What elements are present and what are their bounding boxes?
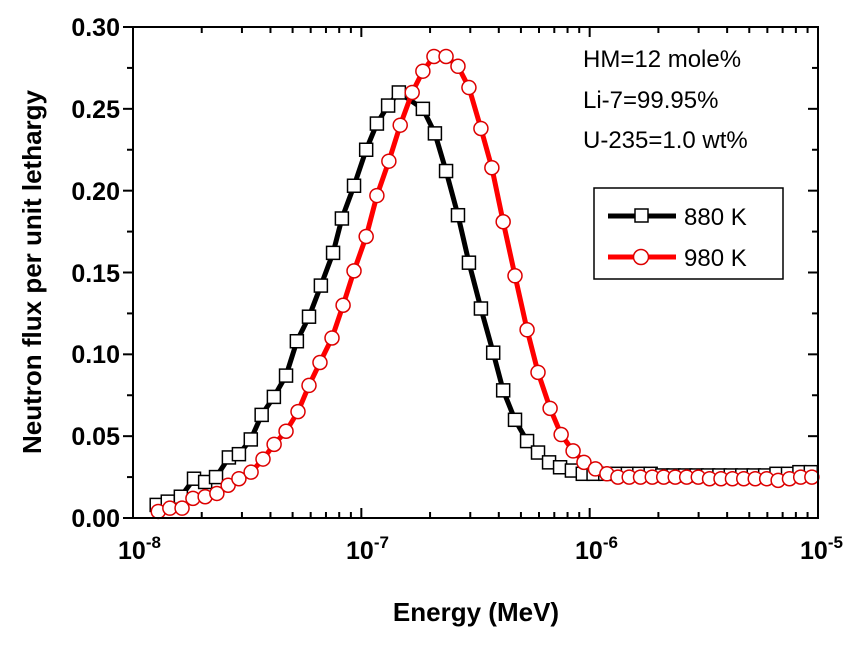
legend-label-880: 880 K [684,204,747,231]
data-point-circle [346,263,362,279]
data-point-circle [450,58,466,75]
plot-frame [132,26,819,519]
legend: 880 K 980 K [593,187,784,280]
data-point-square [485,345,501,360]
data-point-square [450,207,466,223]
data-point-circle [484,160,500,176]
data-point-square [278,368,294,383]
data-point-square [266,389,282,405]
y-tick-label: 0.25 [71,96,120,124]
data-point-circle [335,297,351,313]
data-point-circle [231,470,247,487]
x-tick-label: 10-7 [346,533,389,565]
data-point-circle [392,117,408,133]
data-point-square [243,432,259,447]
data-point-circle [415,63,431,79]
data-point-square [369,116,385,131]
data-point-circle [358,228,374,245]
data-point-circle [519,322,535,338]
x-tick-label: 10-5 [800,533,843,565]
y-tick-label: 0.20 [71,178,120,206]
data-point-circle [369,187,385,204]
data-point-circle [381,153,397,169]
data-point-circle [404,84,420,101]
annotation-line: Li-7=99.95% [583,87,718,114]
data-point-circle [553,426,569,443]
data-point-square [473,301,489,316]
data-point-circle [461,79,477,96]
y-axis-label: Neutron flux per unit lethargy [17,89,47,454]
data-point-circle [174,500,190,516]
data-point-circle [278,423,294,440]
data-point-square [438,163,454,179]
y-tick-label: 0.10 [71,341,120,369]
data-point-square [530,445,546,460]
data-point-square [415,101,431,117]
data-point-circle [209,485,225,502]
data-point-square [334,211,350,226]
data-point-circle [255,451,271,467]
data-point-square [231,446,247,462]
y-tick-label: 0.15 [71,260,120,288]
data-point-circle [290,403,306,420]
y-tick-labels: 0.00 0.05 0.10 0.15 0.20 0.25 0.30 [71,14,120,533]
data-point-square [552,460,568,475]
x-tick-label: 10-8 [118,533,161,565]
series-group [149,48,820,520]
x-tick-labels: 10-8 10-7 10-6 10-5 [118,533,843,565]
data-point-square [495,383,511,398]
data-point-circle [243,464,259,480]
data-point-square [313,278,329,293]
data-point-square [461,255,477,270]
data-point-square [254,407,269,423]
data-point-square [507,412,523,428]
data-point-circle [473,120,489,137]
data-point-circle [565,443,581,459]
data-point-circle [301,377,317,394]
data-point-circle [530,364,546,381]
data-point-square [358,142,374,157]
data-point-square [380,98,396,113]
data-point-square [346,178,362,194]
legend-marker-square [634,208,649,223]
y-tick-label: 0.05 [71,423,120,451]
data-point-circle [542,400,558,417]
annotation-line: HM=12 mole% [583,46,741,73]
data-point-circle [576,454,592,471]
data-point-square [519,433,535,449]
data-point-circle [266,436,282,453]
data-point-circle [312,354,328,371]
annotation: HM=12 mole% Li-7=99.95% U-235=1.0 wt% [583,46,748,154]
annotation-line: U-235=1.0 wt% [583,127,748,154]
data-point-circle [324,330,340,346]
legend-marker-circle [632,248,650,266]
data-point-square [325,245,341,261]
data-point-square [301,309,317,324]
x-axis-label: Energy (MeV) [393,597,559,627]
data-point-circle [495,214,511,230]
data-point-square [427,126,443,141]
data-point-square [289,333,305,349]
data-point-circle [438,48,454,65]
x-tick-label: 10-6 [575,533,618,565]
data-point-square [208,469,224,485]
data-point-circle [804,469,820,485]
y-tick-label: 0.30 [71,14,120,42]
legend-box [593,187,784,280]
data-point-circle [507,268,523,284]
y-tick-label: 0.00 [71,505,120,533]
legend-label-980: 980 K [684,245,747,272]
data-point-square [391,85,407,100]
